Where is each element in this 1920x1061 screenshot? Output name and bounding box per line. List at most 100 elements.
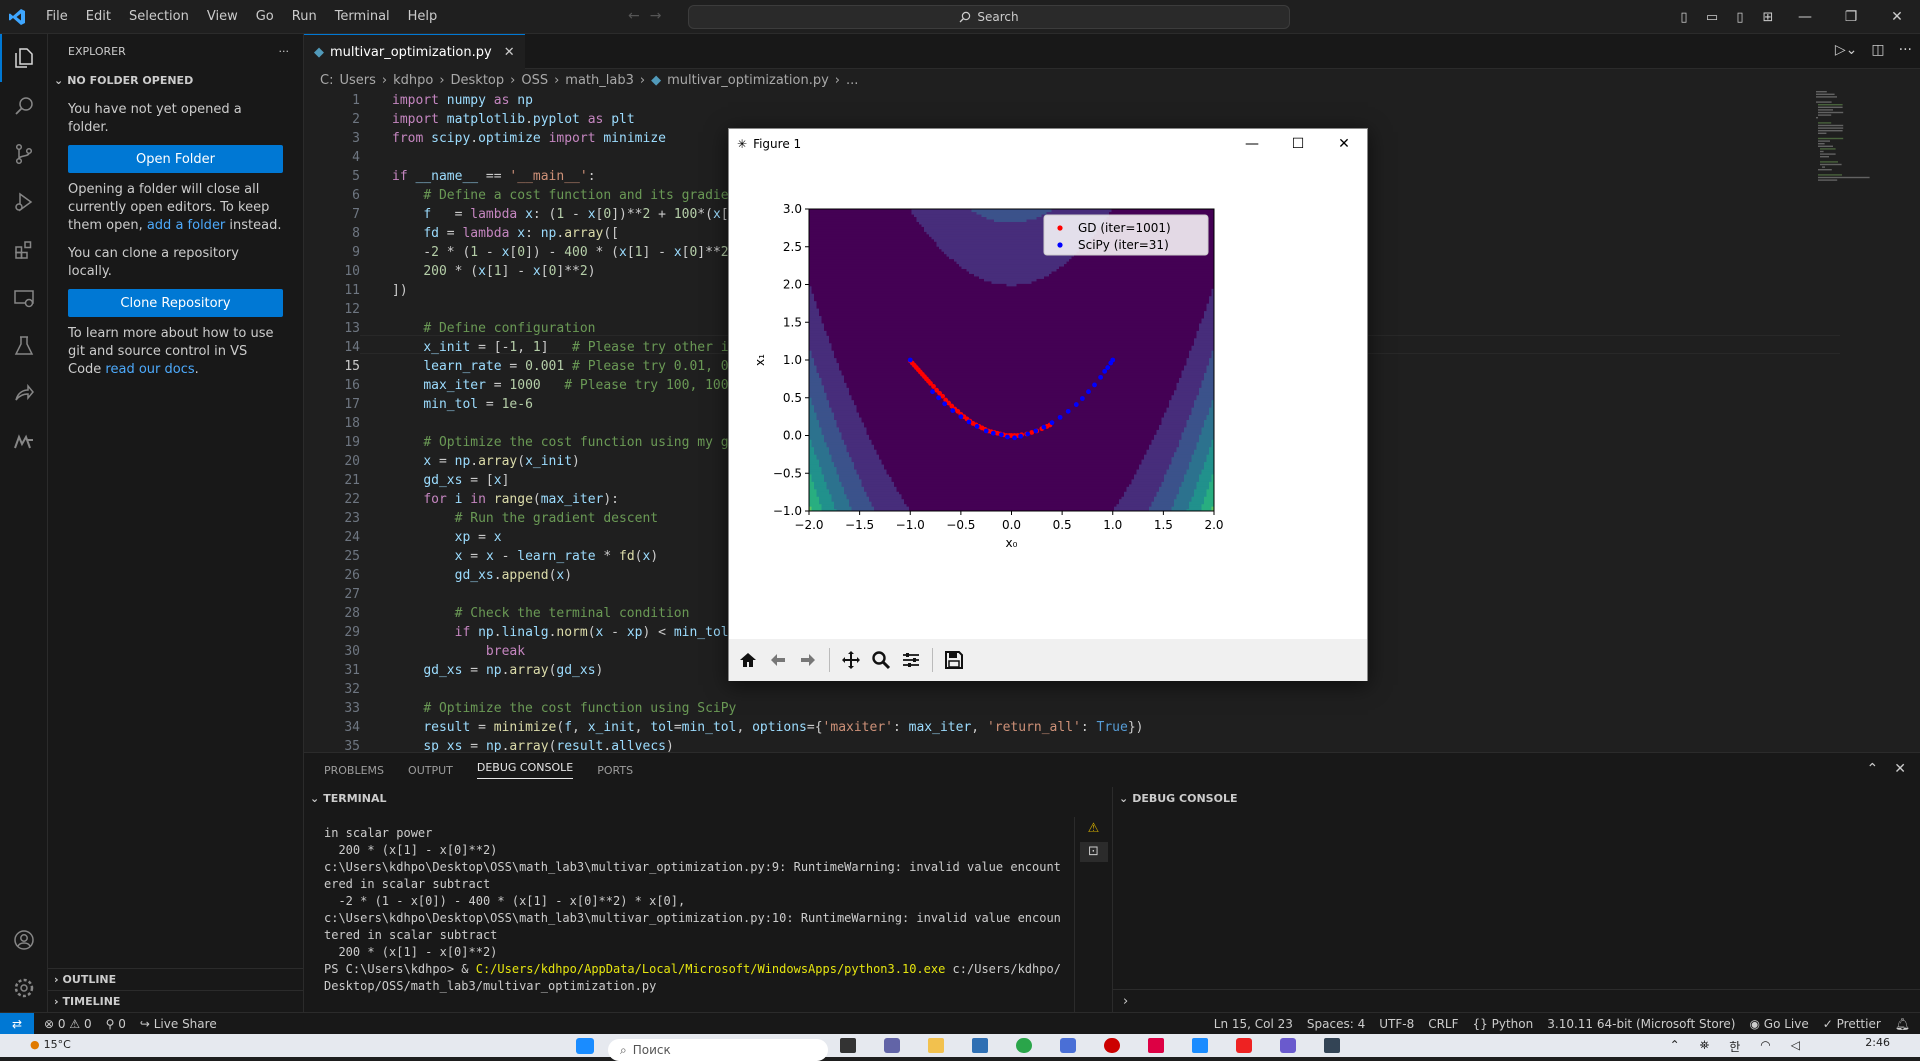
file-explorer-icon[interactable] xyxy=(928,1038,944,1053)
debug-console-input[interactable]: › xyxy=(1113,989,1920,1013)
remote-indicator-icon[interactable]: ⇄ xyxy=(0,1013,34,1035)
teams-icon[interactable] xyxy=(884,1038,900,1053)
app-icon[interactable] xyxy=(1280,1038,1296,1053)
code-line[interactable]: 35 sp_xs = np.array(result.allvecs) xyxy=(304,737,1920,752)
tray-chevron-icon[interactable]: ⌃ xyxy=(1670,1038,1680,1055)
code-line[interactable]: 33 # Optimize the cost function using Sc… xyxy=(304,699,1920,718)
live-share-status[interactable]: ↪ Live Share xyxy=(140,1017,217,1031)
pan-icon[interactable] xyxy=(838,647,864,673)
language-mode[interactable]: {} Python xyxy=(1473,1017,1534,1031)
close-button[interactable]: ✕ xyxy=(1321,129,1367,159)
live-share-icon[interactable] xyxy=(0,370,48,418)
split-editor-icon[interactable]: ◫ xyxy=(1871,42,1884,58)
more-actions-icon[interactable]: ··· xyxy=(1899,42,1912,58)
home-icon[interactable] xyxy=(735,647,761,673)
nav-arrows[interactable]: ←→ xyxy=(628,8,671,24)
chrome-icon[interactable] xyxy=(1016,1038,1032,1053)
terminal-output[interactable]: in scalar power 200 * (x[1] - x[0]**2)c:… xyxy=(324,825,1064,995)
clock[interactable]: 2:46 xyxy=(1865,1036,1890,1049)
settings-gear-icon[interactable] xyxy=(0,964,48,1012)
menu-file[interactable]: File xyxy=(38,5,76,28)
app-icon[interactable] xyxy=(1148,1038,1164,1053)
back-arrow-icon[interactable]: ← xyxy=(628,8,650,24)
windows-start-icon[interactable] xyxy=(576,1038,594,1054)
zoom-icon[interactable] xyxy=(868,647,894,673)
search-view-icon[interactable] xyxy=(0,82,48,130)
python-interpreter[interactable]: 3.10.11 64-bit (Microsoft Store) xyxy=(1547,1017,1735,1031)
tab-multivar-optimization[interactable]: ◆ multivar_optimization.py ✕ xyxy=(304,34,525,69)
no-folder-section[interactable]: ⌄ NO FOLDER OPENED xyxy=(48,69,303,91)
source-control-icon[interactable] xyxy=(0,130,48,178)
maximize-button[interactable]: ☐ xyxy=(1275,129,1321,159)
close-panel-icon[interactable]: ✕ xyxy=(1894,761,1906,777)
app-icon[interactable] xyxy=(972,1038,988,1053)
python-taskbar-icon[interactable] xyxy=(1324,1038,1340,1053)
menu-selection[interactable]: Selection xyxy=(121,5,197,28)
maximize-panel-icon[interactable]: ⌃ xyxy=(1867,761,1879,777)
taskbar-search[interactable]: ⌕Поиск xyxy=(608,1039,828,1061)
crumb-kdhpo[interactable]: kdhpo xyxy=(393,73,433,88)
toggle-secondary-sidebar-icon[interactable]: ▯ xyxy=(1726,10,1754,25)
weather-widget[interactable]: ●15°C xyxy=(30,1038,71,1051)
crumb-oss[interactable]: OSS xyxy=(521,73,548,88)
menu-view[interactable]: View xyxy=(199,5,246,28)
cursor-position[interactable]: Ln 15, Col 23 xyxy=(1214,1017,1293,1031)
tab-output[interactable]: OUTPUT xyxy=(408,764,453,777)
extensions-icon[interactable] xyxy=(0,226,48,274)
testing-icon[interactable] xyxy=(0,322,48,370)
crumb-users[interactable]: Users xyxy=(339,73,375,88)
wifi-icon[interactable]: ◠ xyxy=(1760,1038,1770,1055)
crumb-symbol[interactable]: ... xyxy=(846,73,858,88)
outline-section[interactable]: ›OUTLINE xyxy=(48,968,304,990)
add-folder-link[interactable]: add a folder xyxy=(147,218,225,233)
encoding[interactable]: UTF-8 xyxy=(1379,1017,1414,1031)
forward-icon[interactable] xyxy=(795,647,821,673)
back-icon[interactable] xyxy=(765,647,791,673)
configure-subplots-icon[interactable] xyxy=(898,647,924,673)
read-docs-link[interactable]: read our docs xyxy=(105,362,194,377)
ports-indicator[interactable]: ⚲ 0 xyxy=(106,1017,126,1031)
indentation[interactable]: Spaces: 4 xyxy=(1307,1017,1365,1031)
account-icon[interactable] xyxy=(0,916,48,964)
extension-m-icon[interactable] xyxy=(0,418,48,466)
input-language[interactable]: 한 xyxy=(1729,1038,1740,1055)
code-line[interactable]: 34 result = minimize(f, x_init, tol=min_… xyxy=(304,718,1920,737)
crumb-file[interactable]: multivar_optimization.py xyxy=(667,73,829,88)
menu-edit[interactable]: Edit xyxy=(78,5,119,28)
tab-problems[interactable]: PROBLEMS xyxy=(324,764,384,777)
volume-icon[interactable]: ◁ xyxy=(1791,1038,1800,1055)
terminal-instance-icon[interactable]: ⊡ xyxy=(1080,842,1108,862)
more-actions-icon[interactable]: ··· xyxy=(279,45,290,58)
forward-arrow-icon[interactable]: → xyxy=(650,8,672,24)
minimize-button[interactable]: — xyxy=(1229,129,1275,159)
tab-ports[interactable]: PORTS xyxy=(597,764,633,777)
tab-debug-console[interactable]: DEBUG CONSOLE xyxy=(477,761,573,779)
restore-button[interactable]: ❐ xyxy=(1828,9,1874,25)
command-center-search[interactable]: Search xyxy=(688,5,1290,29)
task-view-icon[interactable] xyxy=(840,1038,856,1053)
notifications-bell-icon[interactable]: 🔔︎ xyxy=(1895,1017,1910,1031)
open-folder-button[interactable]: Open Folder xyxy=(68,145,283,173)
menu-help[interactable]: Help xyxy=(400,5,446,28)
crumb-math-lab3[interactable]: math_lab3 xyxy=(565,73,634,88)
toggle-sidebar-icon[interactable]: ▯ xyxy=(1670,10,1698,25)
app-icon[interactable] xyxy=(1060,1038,1076,1053)
customize-layout-icon[interactable]: ⊞ xyxy=(1754,10,1782,25)
record-icon[interactable] xyxy=(1104,1038,1120,1053)
timeline-section[interactable]: ›TIMELINE xyxy=(48,990,304,1012)
tray-app-icon[interactable]: ⛯ xyxy=(1700,1038,1710,1055)
warning-icon[interactable]: ⚠ xyxy=(1075,821,1112,836)
toggle-panel-icon[interactable]: ▭ xyxy=(1698,10,1726,25)
debug-console-header[interactable]: ⌄DEBUG CONSOLE xyxy=(1113,787,1920,809)
go-live-button[interactable]: ◉ Go Live xyxy=(1749,1017,1808,1031)
close-tab-icon[interactable]: ✕ xyxy=(504,45,515,60)
menu-run[interactable]: Run xyxy=(284,5,325,28)
prettier-status[interactable]: ✓ Prettier xyxy=(1823,1017,1881,1031)
line-ending[interactable]: CRLF xyxy=(1428,1017,1458,1031)
crumb-desktop[interactable]: Desktop xyxy=(451,73,505,88)
remote-explorer-icon[interactable] xyxy=(0,274,48,322)
save-icon[interactable] xyxy=(941,647,967,673)
